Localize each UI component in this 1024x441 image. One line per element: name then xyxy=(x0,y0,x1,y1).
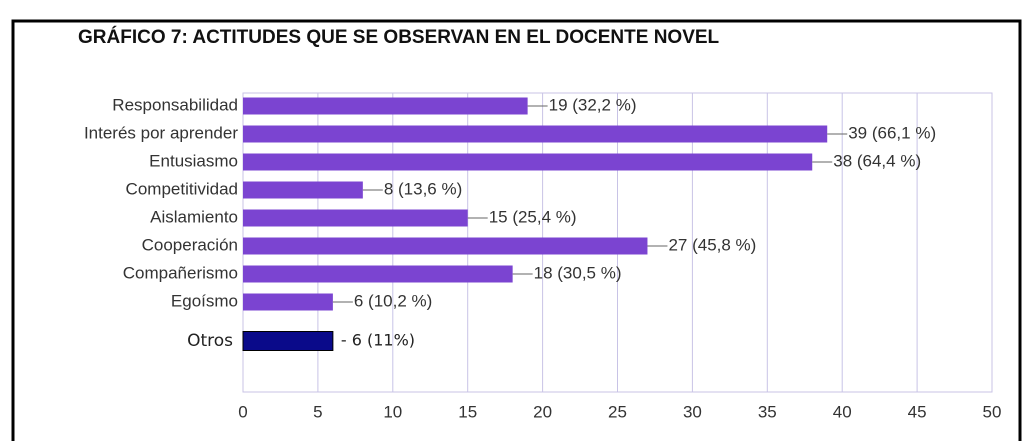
bar xyxy=(243,293,333,311)
value-label: 27 (45,8 %) xyxy=(668,235,756,254)
y-tick-label: Entusiasmo xyxy=(149,151,238,170)
value-label: 38 (64,4 %) xyxy=(833,151,921,170)
bar xyxy=(243,153,813,171)
value-label: 39 (66,1 %) xyxy=(848,123,936,142)
y-tick-label: Aislamiento xyxy=(150,207,238,226)
y-tick-label: Competitividad xyxy=(126,179,238,198)
bar xyxy=(243,97,528,115)
bar xyxy=(242,331,334,351)
value-label: - 6 (11%) xyxy=(341,331,415,350)
frame xyxy=(11,19,1022,441)
x-tick-label: 25 xyxy=(608,402,627,421)
x-tick-label: 5 xyxy=(313,402,322,421)
x-tick-label: 15 xyxy=(458,402,477,421)
y-tick-label: Interés por aprender xyxy=(84,123,238,142)
bar xyxy=(243,125,828,143)
bar xyxy=(243,209,468,227)
y-tick-label: Responsabilidad xyxy=(112,95,238,114)
bar xyxy=(243,181,363,199)
value-label: 15 (25,4 %) xyxy=(489,207,577,226)
bar xyxy=(243,265,513,283)
y-tick-label: Cooperación xyxy=(142,235,238,254)
x-tick-label: 20 xyxy=(533,402,552,421)
value-label: 19 (32,2 %) xyxy=(549,95,637,114)
bar xyxy=(243,237,648,255)
x-tick-label: 35 xyxy=(758,402,777,421)
y-tick-label: Otros xyxy=(187,331,233,351)
x-tick-label: 45 xyxy=(908,402,927,421)
y-tick-label: Compañerismo xyxy=(123,263,238,282)
y-tick-label: Egoísmo xyxy=(171,291,238,310)
x-tick-label: 0 xyxy=(238,402,247,421)
value-label: 6 (10,2 %) xyxy=(354,291,432,310)
value-label: 18 (30,5 %) xyxy=(534,263,622,282)
x-tick-label: 50 xyxy=(983,402,1002,421)
x-tick-label: 40 xyxy=(833,402,852,421)
chart-title: GRÁFICO 7: ACTITUDES QUE SE OBSERVAN EN … xyxy=(78,26,720,48)
value-label: 8 (13,6 %) xyxy=(384,179,462,198)
x-tick-label: 10 xyxy=(383,402,402,421)
x-tick-label: 30 xyxy=(683,402,702,421)
